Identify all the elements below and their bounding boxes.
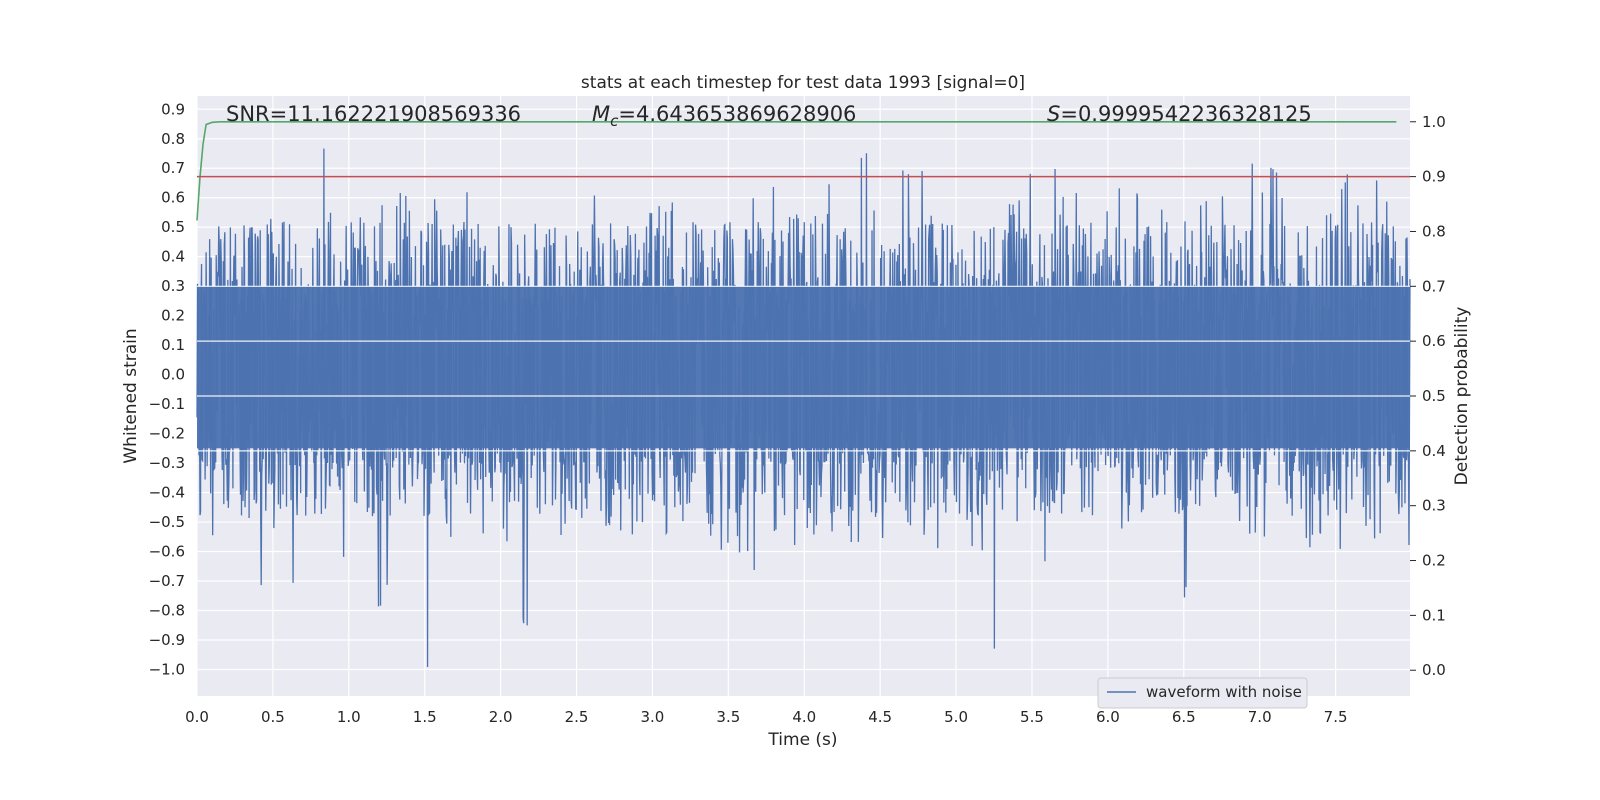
x-tick-label-15: 7.5 xyxy=(1324,708,1348,726)
y2-axis-label: Detection probability xyxy=(1452,307,1472,486)
y-tick-label-14: −0.5 xyxy=(149,513,185,531)
chart-title: stats at each timestep for test data 199… xyxy=(581,73,1025,93)
y2-axis-ticks: 1.0 0.9 0.8 0.7 0.6 0.5 0.4 0.3 0.2 0.1 0.0 xyxy=(1410,113,1446,679)
y-tick-label-3: 0.6 xyxy=(161,189,185,207)
waveform-series xyxy=(196,148,1411,668)
x-tick-label-11: 5.5 xyxy=(1020,708,1044,726)
y2-tick-label-5: 0.5 xyxy=(1422,387,1446,405)
y-tick-label-17: −0.8 xyxy=(149,601,185,619)
y-tick-label-9: 0.0 xyxy=(161,366,185,384)
y-tick-label-8: 0.1 xyxy=(161,336,185,354)
chirp-mass-symbol: M xyxy=(592,102,610,126)
y2-tick-label-6: 0.4 xyxy=(1422,442,1446,460)
y2-tick-label-7: 0.3 xyxy=(1422,497,1446,515)
y-tick-label-5: 0.4 xyxy=(161,248,185,266)
x-tick-label-12: 6.0 xyxy=(1096,708,1120,726)
y2-tick-label-0: 1.0 xyxy=(1422,113,1446,131)
x-tick-label-0: 0.0 xyxy=(185,708,209,726)
y-tick-label-10: −0.1 xyxy=(149,395,185,413)
x-axis-ticks: 0.0 0.5 1.0 1.5 2.0 2.5 3.0 3.5 4.0 4.5 5.0 5.5 6.0 6… xyxy=(185,708,1347,726)
chirp-mass-annotation: Mc=4.643653869628906 xyxy=(592,102,856,130)
y2-tick-label-1: 0.9 xyxy=(1422,168,1446,186)
y-axis-label: Whitened strain xyxy=(121,328,141,463)
x-tick-label-14: 7.0 xyxy=(1248,708,1272,726)
y-tick-label-6: 0.3 xyxy=(161,277,185,295)
x-tick-label-8: 4.0 xyxy=(792,708,816,726)
y-tick-label-13: −0.4 xyxy=(149,484,185,502)
y-tick-label-1: 0.8 xyxy=(161,130,185,148)
chirp-mass-subscript: c xyxy=(610,112,619,130)
y-axis-ticks: 0.9 0.8 0.7 0.6 0.5 0.4 0.3 0.2 0.1 0.0 −0.1 −0.2 −0… xyxy=(149,100,185,678)
y2-tick-label-9: 0.1 xyxy=(1422,606,1446,624)
legend: waveform with noise xyxy=(1097,677,1308,709)
x-tick-label-6: 3.0 xyxy=(641,708,665,726)
waveform-core-band xyxy=(197,286,1410,449)
x-tick-label-3: 1.5 xyxy=(413,708,437,726)
x-tick-label-5: 2.5 xyxy=(565,708,589,726)
y-tick-label-2: 0.7 xyxy=(161,159,185,177)
y2-tick-label-3: 0.7 xyxy=(1422,277,1446,295)
y-tick-label-4: 0.5 xyxy=(161,218,185,236)
snr-annotation: SNR=11.162221908569336 xyxy=(226,102,521,126)
score-annotation: S=0.9999542236328125 xyxy=(1047,102,1312,126)
y-tick-label-7: 0.2 xyxy=(161,307,185,325)
y-tick-label-0: 0.9 xyxy=(161,100,185,118)
x-tick-label-4: 2.0 xyxy=(489,708,513,726)
x-tick-label-2: 1.0 xyxy=(337,708,361,726)
y-tick-label-15: −0.6 xyxy=(149,543,185,561)
legend-box xyxy=(1097,677,1308,709)
y-tick-label-16: −0.7 xyxy=(149,572,185,590)
probability-series xyxy=(196,120,1410,221)
x-axis-label: Time (s) xyxy=(767,730,837,750)
y2-tick-label-10: 0.0 xyxy=(1422,661,1446,679)
x-tick-label-7: 3.5 xyxy=(716,708,740,726)
x-tick-label-9: 4.5 xyxy=(868,708,892,726)
y2-tick-label-8: 0.2 xyxy=(1422,552,1446,570)
y-tick-label-11: −0.2 xyxy=(149,425,185,443)
x-tick-label-13: 6.5 xyxy=(1172,708,1196,726)
score-value: =0.9999542236328125 xyxy=(1060,102,1311,126)
x-tick-label-10: 5.0 xyxy=(944,708,968,726)
score-symbol: S xyxy=(1047,102,1060,126)
chirp-mass-value: =4.643653869628906 xyxy=(618,102,856,126)
y2-tick-label-4: 0.6 xyxy=(1422,332,1446,350)
y-tick-label-12: −0.3 xyxy=(149,454,185,472)
x-tick-label-1: 0.5 xyxy=(261,708,285,726)
y-tick-label-18: −0.9 xyxy=(149,631,185,649)
y-tick-label-19: −1.0 xyxy=(149,660,185,678)
legend-label-waveform: waveform with noise xyxy=(1146,683,1302,701)
y2-tick-label-2: 0.8 xyxy=(1422,222,1446,240)
